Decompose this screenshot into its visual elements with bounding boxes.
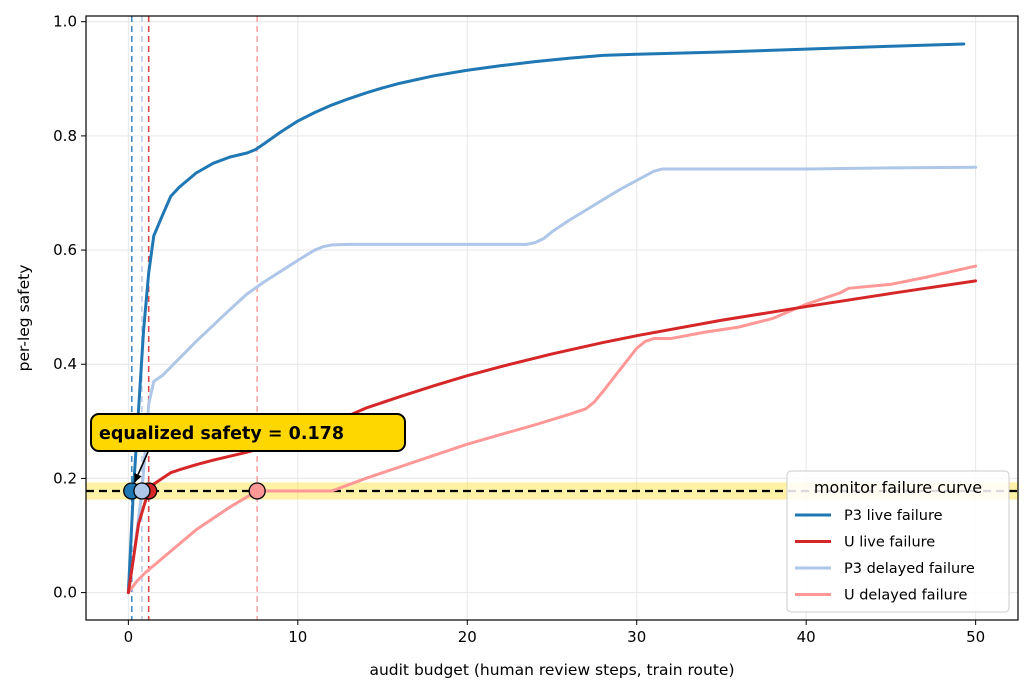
x-tick-label: 50 [966, 628, 985, 646]
y-tick-label: 0.8 [53, 127, 77, 145]
series-line [126, 42, 966, 595]
legend: monitor failure curve P3 live failure U l… [786, 470, 1010, 613]
crossing-marker [248, 482, 266, 500]
y-tick-label: 0.6 [53, 241, 77, 259]
x-tick-label: 20 [458, 628, 477, 646]
y-tick-label: 1.0 [53, 13, 77, 31]
legend-entries: P3 live failure U live failure P3 delayed … [795, 508, 975, 604]
y-tick-label: 0.0 [53, 584, 77, 602]
x-tick-label: 0 [124, 628, 134, 646]
crossing-marker [133, 482, 151, 500]
legend-label: P3 live failure [844, 508, 943, 524]
y-tick-label: 0.2 [53, 469, 77, 487]
x-tick-label: 10 [288, 628, 307, 646]
grid [86, 16, 1018, 620]
legend-label: P3 delayed failure [844, 561, 975, 577]
series-line [126, 264, 978, 595]
series-line [126, 165, 978, 595]
axis-ticks: 0 10 20 30 40 50 0.0 0.2 0.4 0.6 0.8 1.0 [53, 13, 985, 646]
equalized-band-fill [86, 482, 1018, 500]
x-axis-title: audit budget (human review steps, train … [369, 661, 734, 679]
annotation-box [90, 413, 406, 452]
x-tick-label: 40 [797, 628, 816, 646]
legend-label: U delayed failure [844, 588, 967, 604]
annotation-arrow [134, 451, 149, 483]
crossing-markers [123, 482, 266, 500]
x-tick-label: 30 [627, 628, 646, 646]
equalized-annotation: equalized safety = 0.178 [90, 413, 406, 483]
legend-label: U live failure [844, 535, 935, 551]
annotation-text: equalized safety = 0.178 [99, 424, 344, 444]
legend-box [786, 470, 1010, 613]
equalized-band [86, 482, 1018, 500]
y-tick-label: 0.4 [53, 355, 77, 373]
legend-title: monitor failure curve [814, 478, 982, 497]
plot-frame [85, 15, 1019, 621]
y-axis-title: per-leg safety [15, 265, 33, 372]
